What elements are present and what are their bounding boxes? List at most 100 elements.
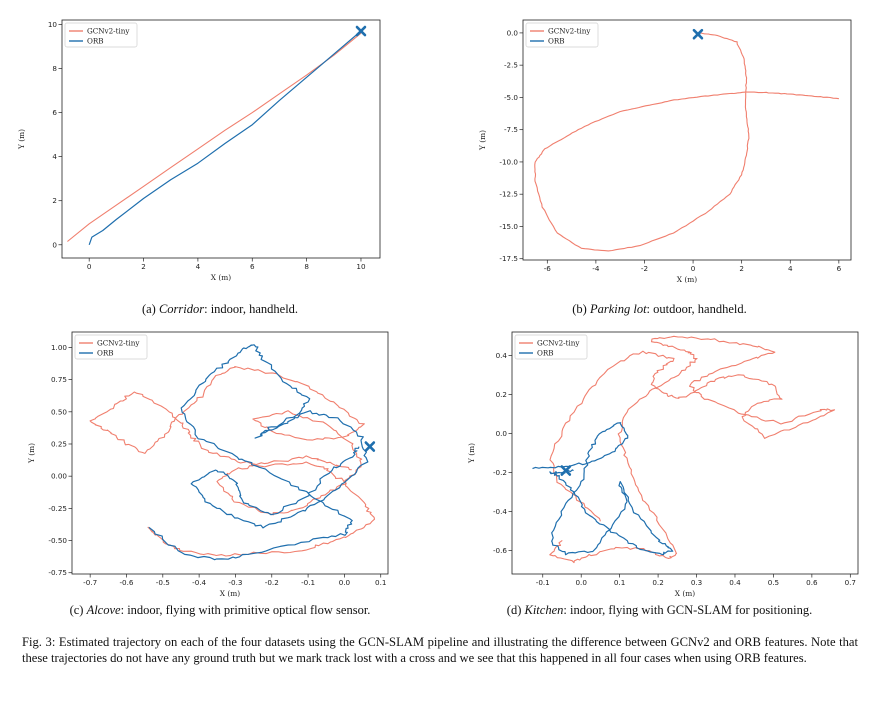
plot-parking-lot: -6 -4 -2 0 2 4 6 0.0 -2.5 -5.0 -7.5 -10.0 -12.5 -15.0… (440, 0, 879, 300)
y-axis-label: Y (m) (467, 443, 476, 464)
x-axis-label: X (m) (220, 589, 241, 598)
series-line-gcnv2 (534, 32, 839, 252)
x-tick-label: -0.1 (301, 578, 315, 587)
legend-entry: ORB (87, 37, 104, 46)
y-tick-label: -7.5 (504, 125, 518, 134)
x-tick-label: 0.4 (729, 578, 741, 587)
y-tick-label: 0.0 (496, 429, 508, 438)
y-tick-label: 4 (52, 152, 57, 161)
x-tick-label: 0.3 (691, 578, 702, 587)
figure-caption: Fig. 3: Estimated trajectory on each of … (22, 634, 858, 666)
x-axis-label: X (m) (677, 275, 698, 284)
series-line-orb (532, 422, 674, 556)
y-tick-label: -12.5 (499, 190, 518, 199)
y-tick-label: -0.50 (48, 536, 67, 545)
subcaption-tag: (b) (572, 302, 587, 316)
x-tick-label: 2 (739, 264, 744, 273)
track-lost-cross-icon (560, 465, 572, 476)
plot-corridor: 0 2 4 6 8 10 0 2 4 6 8 10 X (m) Y (m) GCNv2-tiny ORB (0, 0, 440, 300)
y-tick-label: -5.0 (504, 93, 518, 102)
y-tick-label: 0.75 (51, 375, 67, 384)
track-lost-cross-icon (355, 25, 367, 37)
subcaption-tag: (a) (141, 302, 156, 316)
x-tick-label: 0.5 (768, 578, 779, 587)
x-tick-label: -0.1 (536, 578, 550, 587)
x-tick-label: 0.1 (375, 578, 386, 587)
subcaption-dataset-name: Corridor (158, 302, 205, 316)
plot-kitchen: -0.1 0.0 0.1 0.2 0.3 0.4 0.5 0.6 0.7 0.4 0.2 0.0 -0.… (440, 320, 879, 598)
x-tick-label: -0.4 (192, 578, 206, 587)
y-axis-label: Y (m) (17, 129, 26, 150)
y-tick-label: -15.0 (499, 222, 518, 231)
x-axis-label: X (m) (211, 273, 232, 282)
y-tick-label: 0.4 (496, 351, 508, 360)
x-tick-label: -6 (544, 264, 552, 273)
x-tick-label: 8 (304, 262, 309, 271)
y-tick-label: 1.00 (51, 343, 67, 352)
x-tick-label: 0.6 (806, 578, 818, 587)
series-line-gcnv2 (549, 335, 836, 564)
figure-caption-text: Estimated trajectory on each of the four… (22, 635, 858, 665)
y-tick-label: -2.5 (504, 61, 518, 70)
series-line-gcnv2 (89, 365, 376, 557)
subcaption-dataset-name: Kitchen (524, 603, 564, 617)
y-tick-label: -0.4 (493, 507, 507, 516)
y-tick-label: -0.6 (493, 546, 507, 555)
subcaption-tag: (d) (506, 603, 522, 617)
plot-frame (61, 19, 381, 259)
x-tick-label: 4 (788, 264, 793, 273)
y-tick-label: -0.75 (48, 568, 67, 577)
y-axis-label: Y (m) (27, 443, 36, 464)
subcaption-dataset-name: Alcove (86, 603, 121, 617)
x-tick-label: 0.7 (845, 578, 856, 587)
legend-entry: ORB (537, 349, 554, 358)
legend-entry: GCNv2-tiny (97, 339, 140, 348)
subcaption-tag: (c) (69, 603, 84, 617)
y-tick-label: 0.00 (51, 472, 67, 481)
plot-frame (71, 331, 389, 575)
subcaption-kitchen: (d) Kitchen: indoor, flying with GCN-SLA… (440, 603, 879, 618)
subcaption-text: : indoor, handheld. (204, 302, 299, 316)
y-tick-label: 6 (52, 108, 57, 117)
x-tick-label: -4 (592, 264, 600, 273)
subcaption-dataset-name: Parking lot (589, 302, 647, 316)
series-line-gcnv2 (67, 32, 362, 242)
y-tick-label: 0 (52, 240, 57, 249)
x-axis-label: X (m) (675, 589, 696, 598)
series-line-orb (88, 30, 362, 245)
y-tick-label: 0.50 (51, 407, 67, 416)
x-tick-label: 2 (141, 262, 146, 271)
y-tick-label: 0.2 (496, 390, 507, 399)
series-line-orb (148, 344, 369, 561)
x-tick-label: -0.3 (228, 578, 242, 587)
subcaption-corridor: (a) Corridor: indoor, handheld. (0, 302, 440, 317)
y-tick-label: 0.25 (51, 439, 67, 448)
x-tick-label: -0.5 (156, 578, 170, 587)
x-tick-label: 0.0 (339, 578, 351, 587)
x-tick-label: 0.1 (614, 578, 625, 587)
figure-caption-label: Fig. 3: (22, 635, 56, 649)
x-tick-label: 6 (250, 262, 255, 271)
subcaption-text: : indoor, flying with primitive optical … (120, 603, 371, 617)
legend-entry: GCNv2-tiny (87, 27, 130, 36)
trajectory-chart-alcove: -0.7 -0.6 -0.5 -0.4 -0.3 -0.2 -0.1 0.0 0.1 1.00 0.… (27, 331, 389, 598)
x-tick-label: 6 (837, 264, 842, 273)
x-tick-label: 0 (691, 264, 696, 273)
x-tick-label: -0.2 (265, 578, 279, 587)
y-tick-label: 10 (48, 20, 58, 29)
legend-entry: ORB (97, 349, 114, 358)
subcaption-text: : outdoor, handheld. (646, 302, 747, 316)
plot-frame (511, 331, 859, 575)
x-tick-label: 0.2 (652, 578, 663, 587)
y-tick-label: 8 (52, 64, 57, 73)
legend-entry: GCNv2-tiny (548, 27, 591, 36)
x-tick-label: 10 (356, 262, 366, 271)
subcaption-text: : indoor, flying with GCN-SLAM for posit… (563, 603, 813, 617)
x-tick-label: 0 (87, 262, 92, 271)
x-tick-label: -0.7 (83, 578, 97, 587)
y-axis-label: Y (m) (478, 130, 487, 151)
